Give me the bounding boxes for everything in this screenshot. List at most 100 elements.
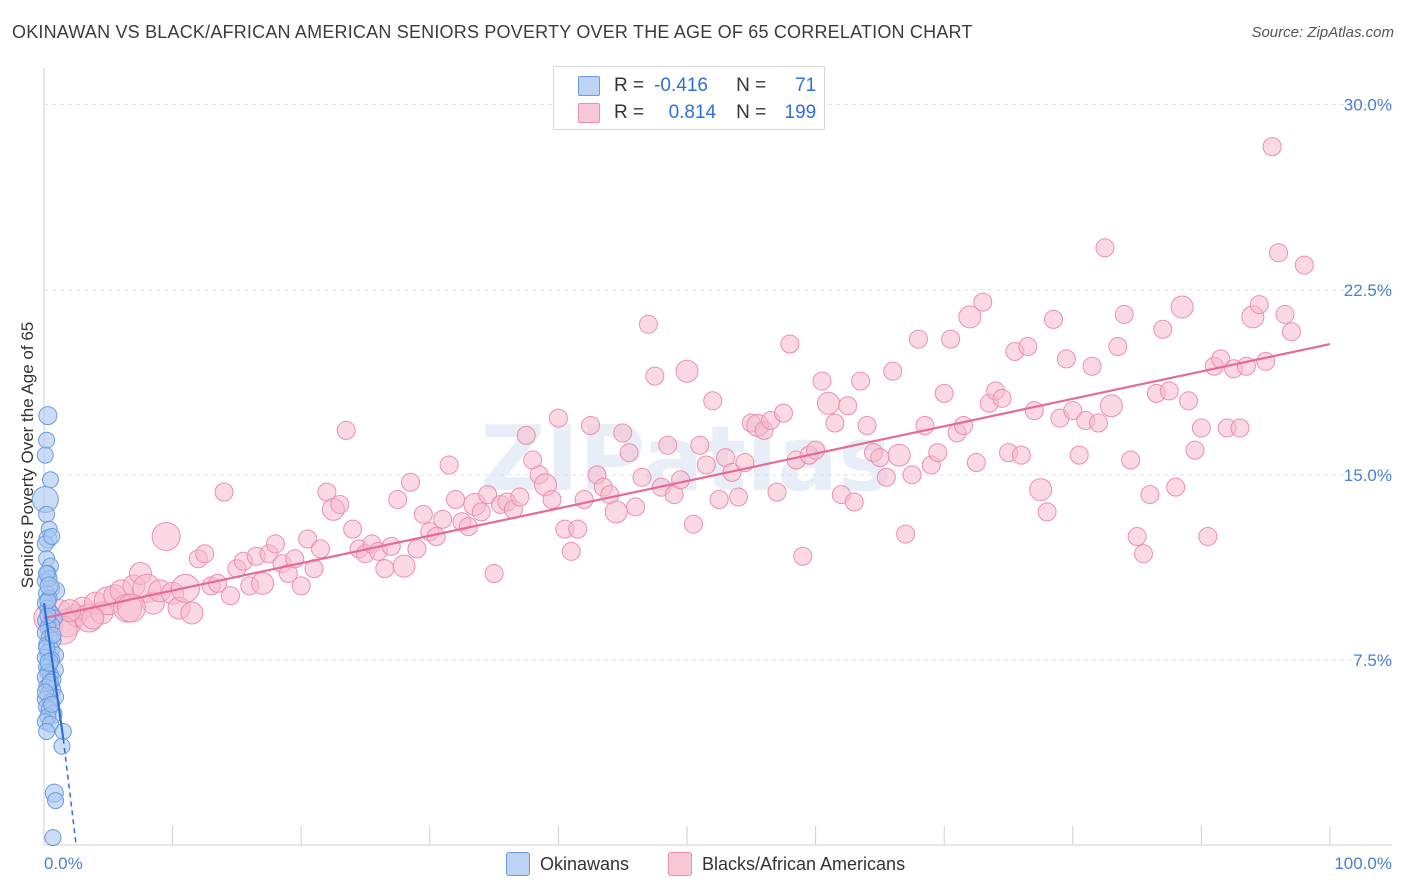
legend-n-label: N = <box>736 75 767 96</box>
data-point-blacks <box>934 383 954 403</box>
data-point-blacks <box>992 388 1012 408</box>
data-point-blacks <box>1011 445 1031 465</box>
data-point-blacks <box>310 539 330 559</box>
source-label: Source: ZipAtlas.com <box>1251 24 1394 41</box>
data-point-blacks <box>1269 243 1289 263</box>
data-point-blacks <box>793 546 813 566</box>
x-tick-label: 0.0% <box>44 854 83 873</box>
data-point-blacks <box>1024 401 1044 421</box>
data-point-okinawans <box>36 446 54 464</box>
data-point-blacks <box>857 415 877 435</box>
data-point-blacks <box>1198 527 1218 547</box>
data-point-blacks <box>195 544 215 564</box>
data-point-blacks <box>941 329 961 349</box>
correlation-legend: R = -0.416 N = 71 R = 0.814 N = 199 <box>553 66 825 130</box>
legend-n-value: 199 <box>784 102 817 123</box>
data-point-blacks <box>683 514 703 534</box>
data-point-blacks <box>1249 295 1269 315</box>
data-point-blacks <box>388 490 408 510</box>
legend-label-okinawans: Okinawans <box>540 853 630 874</box>
trend-line-blacks <box>43 342 1331 620</box>
data-point-blacks <box>401 472 421 492</box>
data-point-blacks <box>413 504 433 524</box>
data-point-blacks <box>816 391 840 415</box>
data-point-blacks <box>265 534 285 554</box>
y-tick-label: 15.0% <box>1344 466 1392 485</box>
data-point-blacks <box>180 601 204 625</box>
data-point-blacks <box>1134 544 1154 564</box>
data-point-okinawans <box>53 737 71 755</box>
data-point-blacks <box>446 490 466 510</box>
data-point-blacks <box>214 482 234 502</box>
legend-swatch-pink <box>578 103 600 123</box>
data-point-blacks <box>1044 309 1064 329</box>
data-point-blacks <box>953 415 973 435</box>
legend-row-blacks: R = 0.814 N = 199 <box>578 100 816 126</box>
x-tick-label: 100.0% <box>1334 854 1392 873</box>
data-point-blacks <box>966 453 986 472</box>
data-point-blacks <box>958 305 982 329</box>
data-point-blacks <box>767 482 787 502</box>
data-point-blacks <box>1114 304 1134 324</box>
data-point-blacks <box>1256 351 1276 371</box>
legend-n-value: 71 <box>795 75 817 96</box>
data-point-okinawans <box>47 792 65 810</box>
data-point-blacks <box>626 497 646 517</box>
data-point-blacks <box>291 576 311 596</box>
data-point-blacks <box>1089 413 1109 433</box>
data-point-blacks <box>548 408 568 428</box>
data-point-blacks <box>1153 319 1173 339</box>
data-point-blacks <box>561 541 581 561</box>
data-point-okinawans <box>38 431 56 449</box>
data-point-blacks <box>1121 450 1141 470</box>
data-point-blacks <box>510 487 530 507</box>
data-point-blacks <box>671 470 691 490</box>
data-point-blacks <box>1275 304 1295 324</box>
data-point-okinawans <box>44 829 62 847</box>
data-point-blacks <box>407 539 427 559</box>
data-point-blacks <box>613 423 633 443</box>
data-point-okinawans <box>41 471 59 489</box>
data-point-blacks <box>581 415 601 435</box>
legend-r-label: R = <box>614 102 645 123</box>
data-point-blacks <box>251 571 275 595</box>
data-point-okinawans <box>38 722 56 740</box>
data-point-blacks <box>812 371 832 391</box>
data-point-blacks <box>887 443 911 467</box>
data-point-blacks <box>330 494 350 514</box>
data-point-blacks <box>568 519 588 539</box>
data-point-blacks <box>838 396 858 416</box>
data-point-blacks <box>1037 502 1057 522</box>
legend-swatch-blue <box>578 76 600 96</box>
data-point-blacks <box>336 420 356 440</box>
data-point-blacks <box>825 413 845 433</box>
data-point-blacks <box>1082 356 1102 376</box>
data-point-blacks <box>638 314 658 334</box>
data-point-blacks <box>632 467 652 487</box>
legend-n-label: N = <box>736 102 767 123</box>
data-point-blacks <box>484 564 504 584</box>
legend-r-label: R = <box>614 75 645 96</box>
data-point-blacks <box>876 467 896 487</box>
data-point-blacks <box>516 425 536 445</box>
data-point-blacks <box>1294 255 1314 275</box>
data-point-blacks <box>690 435 710 455</box>
data-point-blacks <box>619 443 639 463</box>
trend-line-okinawans <box>42 603 65 740</box>
chart-title: OKINAWAN VS BLACK/AFRICAN AMERICAN SENIO… <box>12 22 973 42</box>
data-point-blacks <box>433 509 453 529</box>
data-point-blacks <box>471 502 491 522</box>
trend-lines <box>42 342 1331 846</box>
data-point-blacks <box>658 435 678 455</box>
data-point-blacks <box>1029 478 1053 502</box>
data-point-blacks <box>1262 137 1282 157</box>
data-point-blacks <box>1191 418 1211 438</box>
data-point-blacks <box>1170 295 1194 319</box>
data-point-blacks <box>883 361 903 381</box>
data-point-blacks <box>1095 238 1115 258</box>
data-point-blacks <box>709 490 729 510</box>
legend-row-okinawans: R = -0.416 N = 71 <box>578 73 816 99</box>
series-legend: Okinawans Blacks/African Americans <box>0 850 1406 880</box>
data-point-okinawans <box>39 576 59 596</box>
